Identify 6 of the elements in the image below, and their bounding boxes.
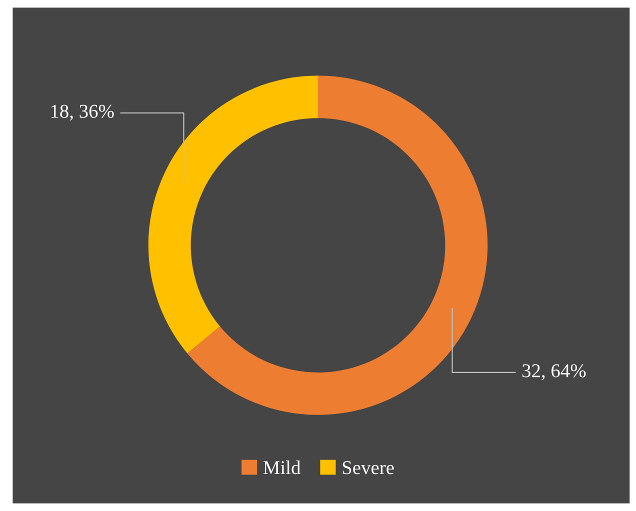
legend-label: Mild — [263, 460, 300, 474]
donut-slice — [148, 76, 318, 354]
data-label: 32, 64% — [522, 364, 586, 380]
donut-slice — [187, 76, 488, 415]
data-label: 18, 36% — [51, 104, 114, 121]
legend-label: Severe — [342, 461, 394, 474]
